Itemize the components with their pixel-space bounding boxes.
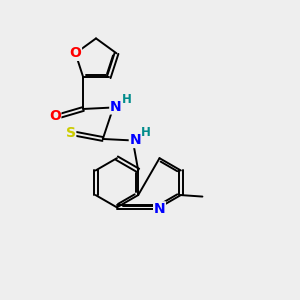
Text: N: N (110, 100, 122, 114)
Text: H: H (122, 94, 132, 106)
Text: O: O (49, 110, 61, 124)
Text: N: N (129, 134, 141, 148)
Text: N: N (154, 202, 165, 216)
Text: O: O (70, 46, 81, 60)
Text: S: S (66, 126, 76, 140)
Text: H: H (141, 126, 151, 139)
